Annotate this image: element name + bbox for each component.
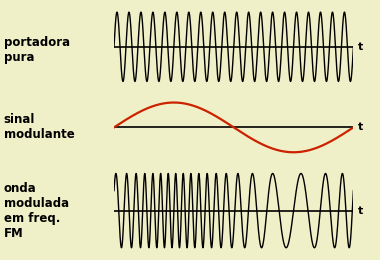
Text: sinal
modulante: sinal modulante: [4, 113, 74, 141]
Text: t: t: [358, 42, 363, 52]
Text: t: t: [358, 122, 363, 132]
Text: t: t: [358, 206, 363, 216]
Text: onda
modulada
em freq.
FM: onda modulada em freq. FM: [4, 181, 69, 240]
Text: portadora
pura: portadora pura: [4, 36, 70, 64]
